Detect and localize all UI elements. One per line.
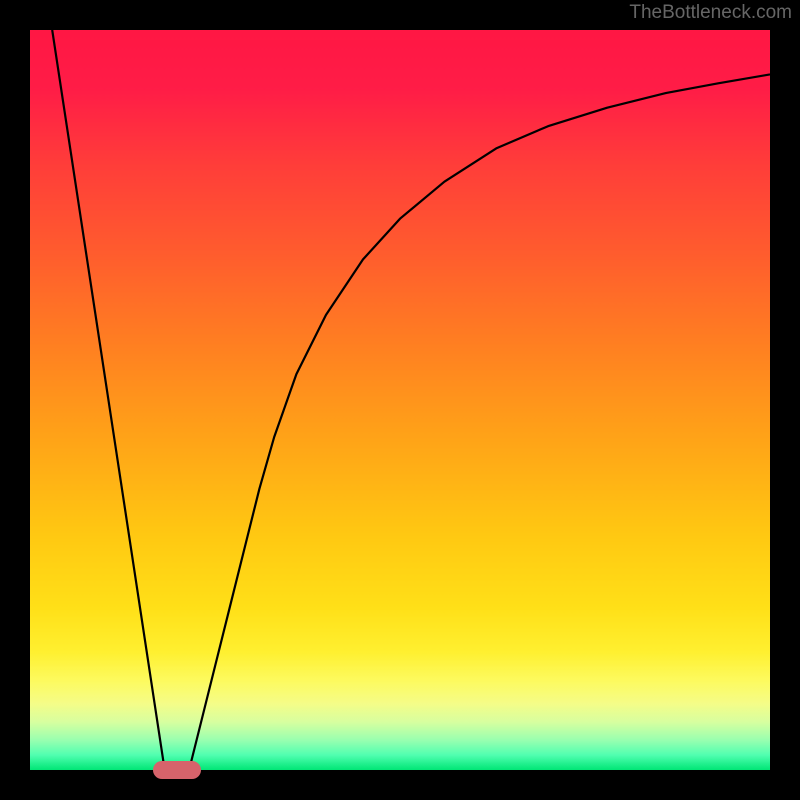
left-line — [52, 30, 164, 770]
watermark-text: TheBottleneck.com — [629, 2, 792, 24]
plot-area — [30, 30, 770, 770]
right-curve — [189, 74, 770, 770]
curve-layer — [30, 30, 770, 770]
minimum-marker — [153, 761, 201, 779]
chart-container: TheBottleneck.com — [0, 0, 800, 800]
